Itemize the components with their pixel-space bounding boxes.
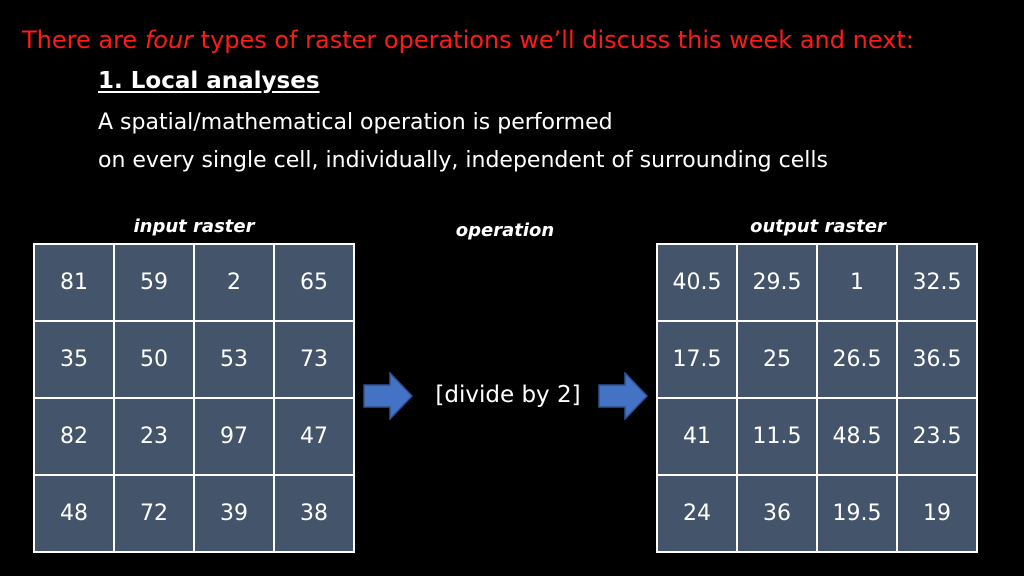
- output-cell: 26.5: [817, 321, 897, 398]
- right-arrow-icon: [363, 372, 413, 420]
- headline-emphasis: four: [144, 26, 194, 54]
- headline-pre: There are: [22, 26, 145, 54]
- input-cell: 50: [114, 321, 194, 398]
- output-raster-label: output raster: [750, 216, 886, 237]
- input-cell: 82: [34, 398, 114, 475]
- input-cell: 73: [274, 321, 354, 398]
- input-cell: 97: [194, 398, 274, 475]
- input-cell: 65: [274, 244, 354, 321]
- input-cell: 81: [34, 244, 114, 321]
- input-raster-label: input raster: [133, 216, 255, 237]
- headline-post: types of raster operations we’ll discuss…: [193, 26, 914, 54]
- input-cell: 48: [34, 475, 114, 552]
- output-cell: 36.5: [897, 321, 977, 398]
- input-cell: 47: [274, 398, 354, 475]
- output-cell: 19.5: [817, 475, 897, 552]
- output-cell: 40.5: [657, 244, 737, 321]
- output-cell: 11.5: [737, 398, 817, 475]
- input-cell: 2: [194, 244, 274, 321]
- description-line-1: A spatial/mathematical operation is perf…: [98, 110, 613, 135]
- headline: There are four types of raster operation…: [22, 26, 914, 54]
- input-cell: 59: [114, 244, 194, 321]
- output-cell: 32.5: [897, 244, 977, 321]
- section-title: 1. Local analyses: [98, 68, 320, 94]
- input-cell: 39: [194, 475, 274, 552]
- operation-text: [divide by 2]: [435, 382, 581, 408]
- output-cell: 19: [897, 475, 977, 552]
- operation-label: operation: [455, 220, 555, 241]
- output-cell: 48.5: [817, 398, 897, 475]
- input-cell: 53: [194, 321, 274, 398]
- output-raster-grid: 40.5 29.5 1 32.5 17.5 25 26.5 36.5 41 11…: [656, 243, 978, 553]
- description-line-2: on every single cell, individually, inde…: [98, 148, 828, 173]
- input-cell: 23: [114, 398, 194, 475]
- output-cell: 29.5: [737, 244, 817, 321]
- right-arrow-icon: [598, 372, 648, 420]
- input-cell: 38: [274, 475, 354, 552]
- input-raster-grid: 81 59 2 65 35 50 53 73 82 23 97 47 48 72…: [33, 243, 355, 553]
- output-cell: 41: [657, 398, 737, 475]
- output-cell: 23.5: [897, 398, 977, 475]
- input-cell: 72: [114, 475, 194, 552]
- output-cell: 1: [817, 244, 897, 321]
- output-cell: 25: [737, 321, 817, 398]
- output-cell: 17.5: [657, 321, 737, 398]
- output-cell: 24: [657, 475, 737, 552]
- output-cell: 36: [737, 475, 817, 552]
- input-cell: 35: [34, 321, 114, 398]
